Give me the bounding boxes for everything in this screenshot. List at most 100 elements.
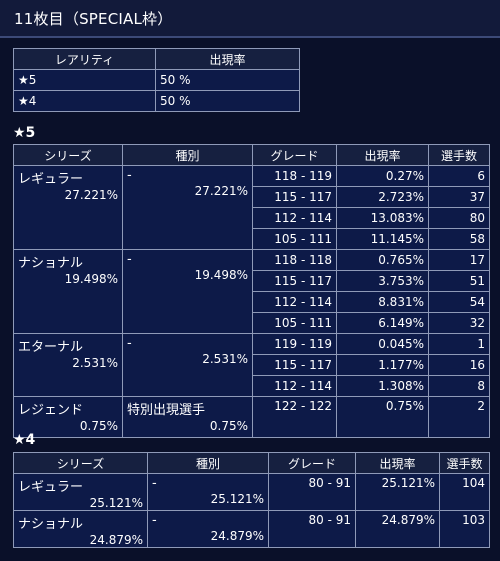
grade-header: グレード bbox=[252, 144, 337, 166]
section-title-star4: ★4 bbox=[13, 432, 36, 448]
rate-cell: 1.177% bbox=[336, 354, 429, 376]
count-cell: 104 bbox=[439, 473, 490, 511]
count-cell: 37 bbox=[428, 186, 490, 208]
count-cell: 1 bbox=[428, 333, 490, 355]
grade-cell: 122 - 122 bbox=[252, 396, 337, 438]
kind-rate: 0.75% bbox=[209, 419, 248, 433]
series-name: レギュラー bbox=[18, 172, 84, 187]
rate-cell: 50 % bbox=[155, 69, 300, 91]
count-cell: 17 bbox=[428, 249, 490, 271]
series-name: ナショナル bbox=[18, 517, 84, 532]
kind-name: - bbox=[127, 168, 132, 183]
rate-cell: 0.045% bbox=[336, 333, 429, 355]
kind-cell: - 25.121% bbox=[147, 473, 269, 511]
series-cell: レギュラー 25.121% bbox=[13, 473, 148, 511]
kind-rate: 24.879% bbox=[210, 529, 264, 543]
rate-cell: 0.75% bbox=[336, 396, 429, 438]
series-header: シリーズ bbox=[13, 144, 123, 166]
rarity-header: レアリティ bbox=[13, 48, 156, 70]
table-row: ★4 50 % bbox=[13, 90, 300, 112]
kind-rate: 2.531% bbox=[202, 352, 248, 366]
table-row: ナショナル 19.498% - 19.498% 118 - 118 0.765%… bbox=[13, 249, 490, 334]
series-name: ナショナル bbox=[18, 256, 84, 271]
rate-cell: 8.831% bbox=[336, 291, 429, 313]
grade-cell: 112 - 114 bbox=[252, 207, 337, 229]
page-title: 11枚目（SPECIAL枠） bbox=[14, 10, 173, 28]
kind-cell: - 27.221% bbox=[122, 165, 253, 250]
star4-table-header: シリーズ 種別 グレード 出現率 選手数 bbox=[13, 452, 490, 474]
grade-cell: 105 - 111 bbox=[252, 228, 337, 250]
rate-cell: 0.27% bbox=[336, 165, 429, 187]
rate-cell: 0.765% bbox=[336, 249, 429, 271]
table-row: 112 - 114 1.308% 8 bbox=[14, 375, 490, 397]
rate-cell: 6.149% bbox=[336, 312, 429, 334]
table-row: 115 - 117 3.753% 51 bbox=[14, 270, 490, 292]
rate-cell: 25.121% bbox=[355, 473, 440, 511]
table-row: ★5 50 % bbox=[13, 69, 300, 91]
series-rate: 24.879% bbox=[89, 533, 143, 547]
star5-table: シリーズ 種別 グレード 出現率 選手数 レギュラー 27.221% - 27.… bbox=[13, 144, 490, 438]
kind-cell: - 24.879% bbox=[147, 510, 269, 548]
kind-rate: 25.121% bbox=[210, 492, 264, 506]
rarity-cell: ★5 bbox=[13, 69, 156, 91]
grade-cell: 119 - 119 bbox=[252, 333, 337, 355]
series-rate: 2.531% bbox=[72, 356, 118, 370]
count-cell: 2 bbox=[428, 396, 490, 438]
table-row: 105 - 111 6.149% 32 bbox=[14, 312, 490, 334]
kind-cell: - 19.498% bbox=[122, 249, 253, 334]
grade-cell: 115 - 117 bbox=[252, 186, 337, 208]
kind-rate: 19.498% bbox=[194, 268, 248, 282]
kind-name: 特別出現選手 bbox=[127, 403, 206, 418]
rate-cell: 24.879% bbox=[355, 510, 440, 548]
series-cell: ナショナル 24.879% bbox=[13, 510, 148, 548]
table-row: レギュラー 27.221% - 27.221% 118 - 119 0.27% … bbox=[13, 165, 490, 250]
grade-cell: 112 - 114 bbox=[252, 375, 337, 397]
rate-cell: 50 % bbox=[155, 90, 300, 112]
count-cell: 80 bbox=[428, 207, 490, 229]
grade-cell: 80 - 91 bbox=[268, 510, 356, 548]
grade-cell: 80 - 91 bbox=[268, 473, 356, 511]
table-row: 115 - 117 2.723% 37 bbox=[14, 186, 490, 208]
star5-table-header: シリーズ 種別 グレード 出現率 選手数 bbox=[13, 144, 490, 166]
series-name: エターナル bbox=[18, 340, 84, 355]
grade-cell: 118 - 118 bbox=[252, 249, 337, 271]
count-cell: 16 bbox=[428, 354, 490, 376]
series-rate: 25.121% bbox=[89, 496, 143, 510]
rarity-table-header: レアリティ 出現率 bbox=[13, 48, 300, 70]
series-cell: レジェンド 0.75% bbox=[13, 396, 123, 438]
page-header: 11枚目（SPECIAL枠） bbox=[0, 0, 500, 38]
count-cell: 58 bbox=[428, 228, 490, 250]
series-header: シリーズ bbox=[13, 452, 148, 474]
rate-cell: 13.083% bbox=[336, 207, 429, 229]
count-cell: 8 bbox=[428, 375, 490, 397]
count-cell: 6 bbox=[428, 165, 490, 187]
star4-table: シリーズ 種別 グレード 出現率 選手数 レギュラー 25.121% - 25.… bbox=[13, 452, 490, 548]
series-name: レギュラー bbox=[18, 480, 84, 495]
rate-header: 出現率 bbox=[336, 144, 429, 166]
rarity-cell: ★4 bbox=[13, 90, 156, 112]
kind-name: - bbox=[127, 252, 132, 267]
count-cell: 51 bbox=[428, 270, 490, 292]
grade-cell: 118 - 119 bbox=[252, 165, 337, 187]
kind-name: - bbox=[127, 336, 132, 351]
grade-cell: 115 - 117 bbox=[252, 270, 337, 292]
rate-cell: 3.753% bbox=[336, 270, 429, 292]
grade-header: グレード bbox=[268, 452, 356, 474]
series-rate: 0.75% bbox=[79, 419, 118, 433]
series-rate: 27.221% bbox=[64, 188, 118, 202]
series-cell: レギュラー 27.221% bbox=[13, 165, 123, 250]
table-row: ナショナル 24.879% - 24.879% 80 - 91 24.879% … bbox=[13, 510, 490, 548]
series-cell: ナショナル 19.498% bbox=[13, 249, 123, 334]
count-header: 選手数 bbox=[439, 452, 490, 474]
series-rate: 19.498% bbox=[64, 272, 118, 286]
table-row: 112 - 114 13.083% 80 bbox=[14, 207, 490, 229]
table-row: レギュラー 25.121% - 25.121% 80 - 91 25.121% … bbox=[13, 473, 490, 511]
section-title-star5: ★5 bbox=[13, 125, 36, 141]
series-name: レジェンド bbox=[18, 403, 84, 418]
table-row: 112 - 114 8.831% 54 bbox=[14, 291, 490, 313]
grade-cell: 105 - 111 bbox=[252, 312, 337, 334]
kind-header: 種別 bbox=[122, 144, 253, 166]
table-row: レジェンド 0.75% 特別出現選手 0.75% 122 - 122 0.75%… bbox=[13, 396, 490, 438]
grade-cell: 112 - 114 bbox=[252, 291, 337, 313]
table-row: エターナル 2.531% - 2.531% 119 - 119 0.045% 1 bbox=[13, 333, 490, 397]
